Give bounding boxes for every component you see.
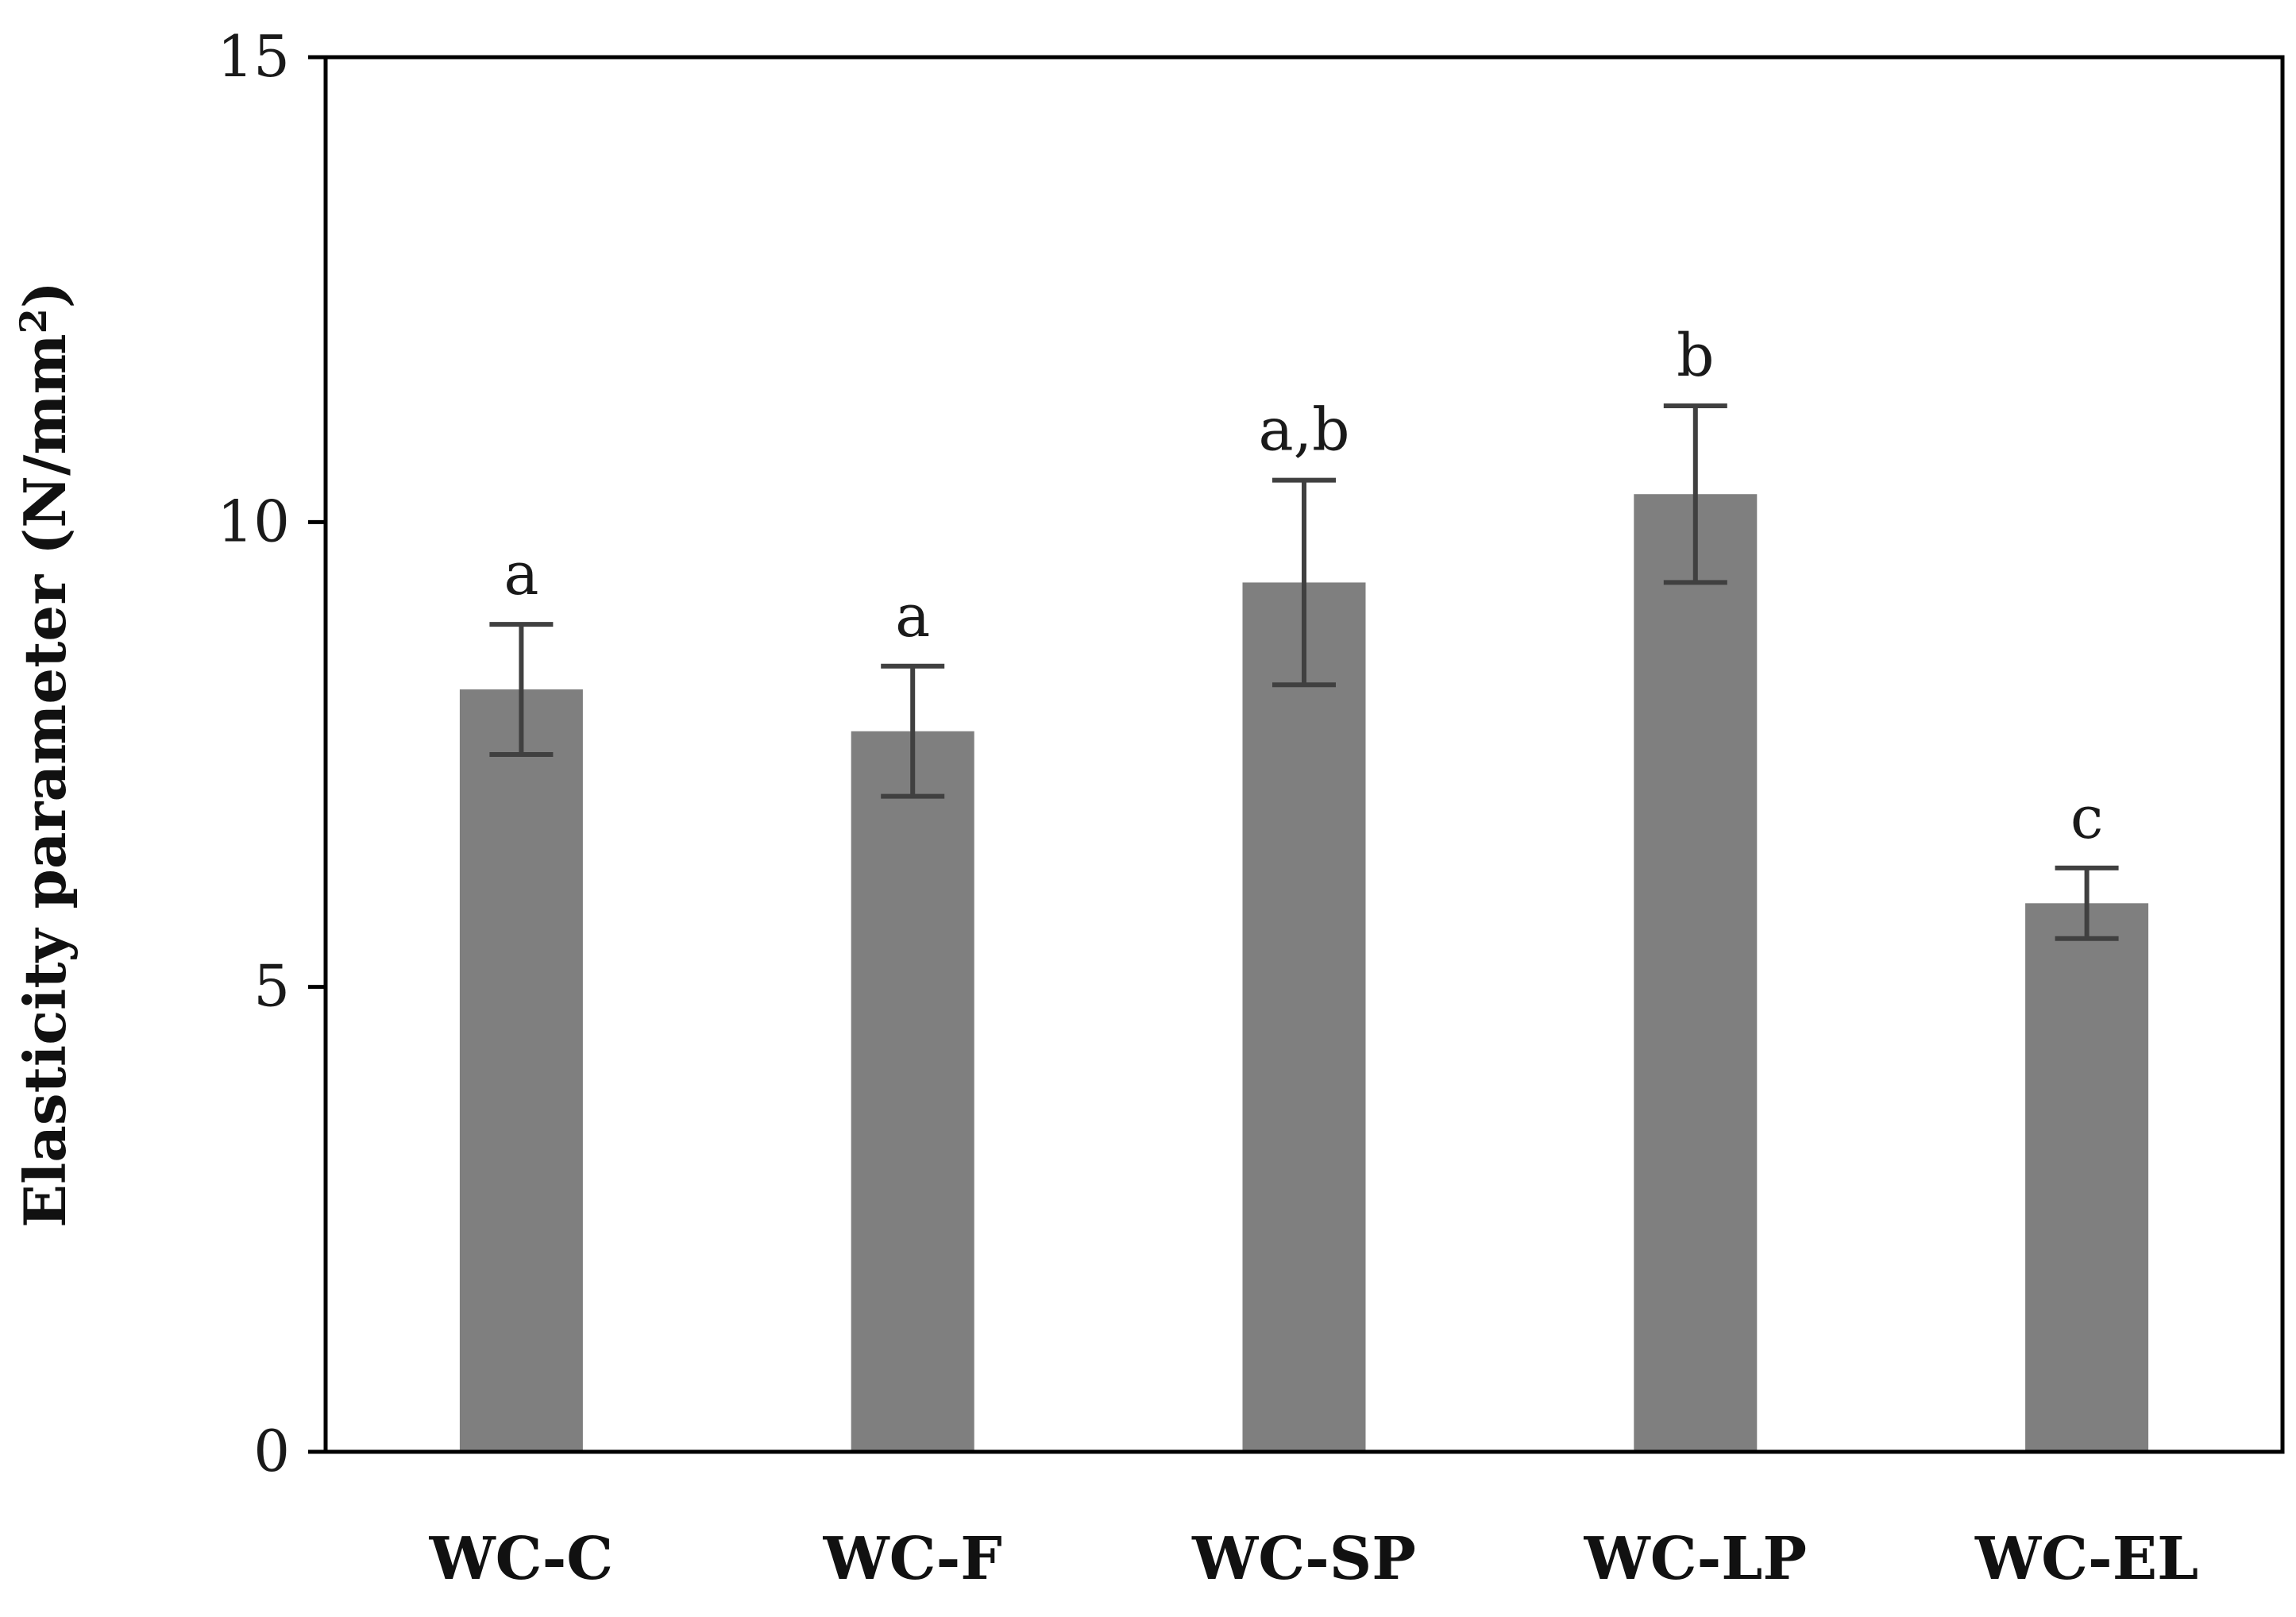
y-axis-label-superscript: 2 bbox=[12, 308, 55, 334]
bar-wc-f bbox=[851, 731, 974, 1452]
significance-label: b bbox=[1677, 322, 1714, 390]
bar-wc-el bbox=[2025, 903, 2149, 1452]
error-bars-group bbox=[489, 403, 2119, 941]
x-category-label: WC-C bbox=[429, 1525, 614, 1593]
y-tick-label: 0 bbox=[253, 1418, 290, 1484]
bars-group bbox=[459, 494, 2149, 1452]
significance-labels-group: a a a,b b c bbox=[504, 322, 2103, 852]
significance-label: c bbox=[2070, 784, 2103, 852]
y-tick-label: 15 bbox=[217, 23, 290, 90]
x-category-label: WC-F bbox=[823, 1525, 1002, 1593]
x-category-label: WC-EL bbox=[1974, 1525, 2198, 1593]
significance-label: a bbox=[895, 582, 930, 650]
y-axis-label-close: ) bbox=[11, 281, 79, 308]
y-axis-label: Elasticity parameter (N/mm2) bbox=[11, 281, 79, 1228]
x-axis-labels: WC-C WC-F WC-SP WC-LP WC-EL bbox=[429, 1525, 2199, 1593]
bar-wc-sp bbox=[1242, 582, 1366, 1452]
y-axis-ticks: 0 5 10 15 bbox=[217, 23, 326, 1484]
y-tick-label: 5 bbox=[253, 953, 290, 1020]
significance-label: a,b bbox=[1258, 396, 1349, 465]
significance-label: a bbox=[504, 540, 538, 608]
y-tick-label: 10 bbox=[217, 488, 290, 554]
bar-wc-lp bbox=[1634, 494, 1758, 1452]
plot-frame bbox=[323, 55, 2285, 1454]
x-category-label: WC-LP bbox=[1584, 1525, 1807, 1593]
x-category-label: WC-SP bbox=[1191, 1525, 1416, 1593]
y-axis-label-main: Elasticity parameter (N/mm bbox=[11, 334, 79, 1228]
bar-wc-c bbox=[459, 689, 583, 1452]
